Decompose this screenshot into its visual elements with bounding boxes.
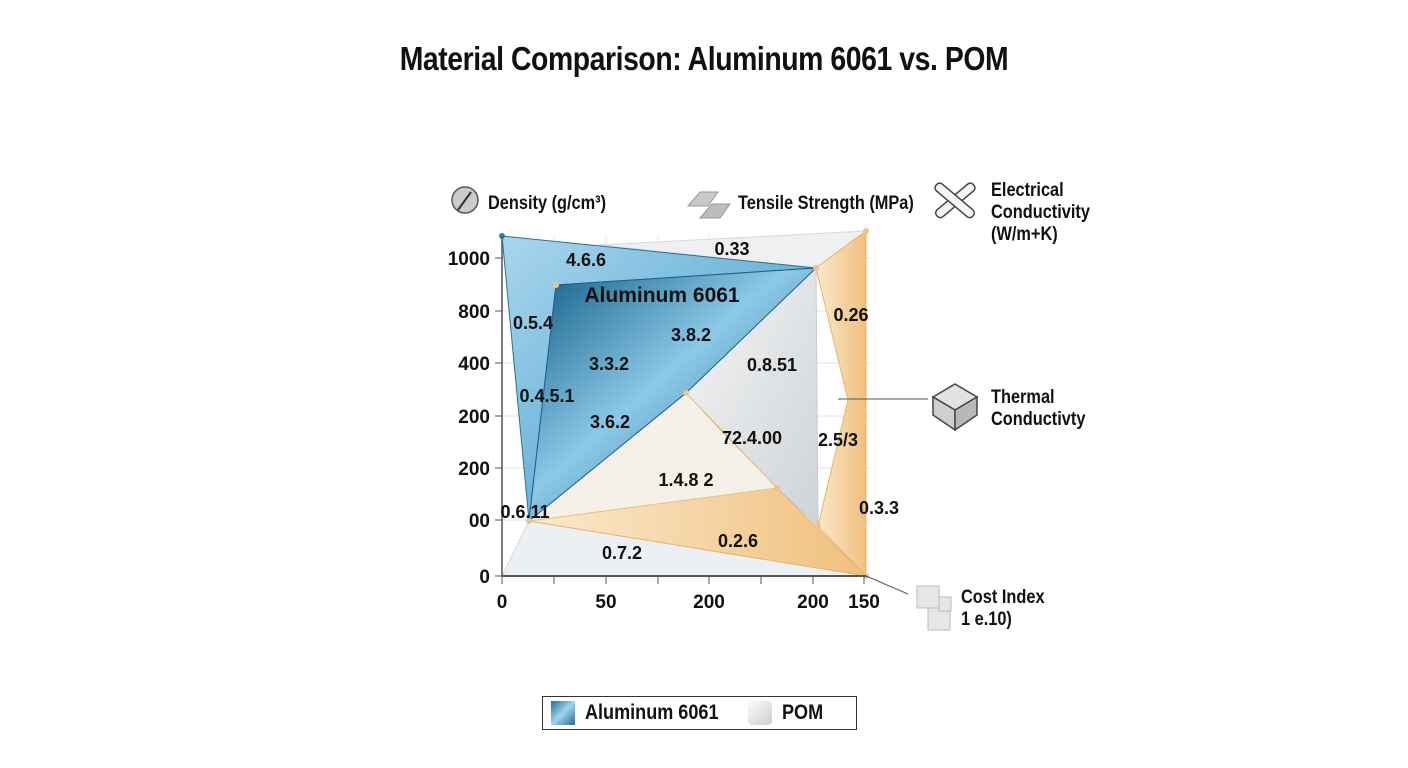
legend-label-pom: POM [782,701,824,724]
legend-label-aluminum: Aluminum 6061 [585,701,719,724]
data-label: 0.3.3 [859,498,899,518]
axis-label-cost: Cost Index 1 e.10) [961,587,1045,630]
data-label: 1.4.8 2 [658,470,713,490]
data-label: 4.6.6 [566,250,606,270]
y-tick-label: 400 [458,354,490,375]
density-gauge-icon [451,186,479,214]
axis-label-thermal: Thermal Conductivty [991,387,1086,430]
series-label-aluminum: Aluminum 6061 [584,284,740,307]
data-label: 0.26 [833,305,868,325]
data-point [815,523,821,529]
data-label: 0.33 [714,239,749,259]
cube-icon [931,383,979,432]
y-tick-label: 00 [469,511,490,532]
metal-bar-icon [686,191,731,219]
data-label: 0.2.6 [718,531,758,551]
data-label: 3.6.2 [590,412,630,432]
data-point [863,228,869,234]
fuse-icon [934,182,976,219]
x-tick-label: 150 [848,592,880,613]
y-tick-label: 0 [479,567,490,588]
x-tick-label: 200 [797,592,829,613]
axis-label-tensile: Tensile Strength (MPa) [738,193,914,214]
legend-swatch-aluminum [551,701,575,725]
chart-title: Material Comparison: Aluminum 6061 vs. P… [399,40,1009,77]
y-tick-label: 200 [458,459,490,480]
data-point [813,265,819,271]
axis-label-density: Density (g/cm³) [488,193,607,214]
data-point [683,390,689,396]
x-tick-label: 50 [595,592,616,613]
data-label: 0.4.5.1 [519,386,574,406]
data-label: 3.3.2 [589,354,629,374]
data-label: 72.4.00 [722,428,782,448]
data-points [499,228,869,579]
leader-cost [865,575,909,595]
axis-label-electrical: Electrical Conductivity (W/m+K) [991,180,1090,245]
data-point [553,282,559,288]
y-tick-label: 800 [458,302,490,323]
blocks-icon [916,585,952,631]
data-label: 0.5.4 [513,313,553,333]
data-label: 2.5/3 [818,430,858,450]
data-point [526,518,532,524]
data-label: 0.7.2 [602,543,642,563]
x-tick-label: 200 [693,592,725,613]
data-point [774,485,780,491]
data-label: 0.8.51 [747,355,797,375]
pom-facet-right-band [815,230,867,578]
legend: Aluminum 6061 POM [542,696,857,730]
legend-swatch-pom [748,701,773,725]
data-label: 3.8.2 [671,325,711,345]
pom-facet-orange [686,393,777,488]
y-tick-label: 200 [458,407,490,428]
x-tick-label: 0 [497,592,508,613]
data-label: 0.6.11 [500,502,549,522]
y-tick-label: 1000 [448,249,490,270]
